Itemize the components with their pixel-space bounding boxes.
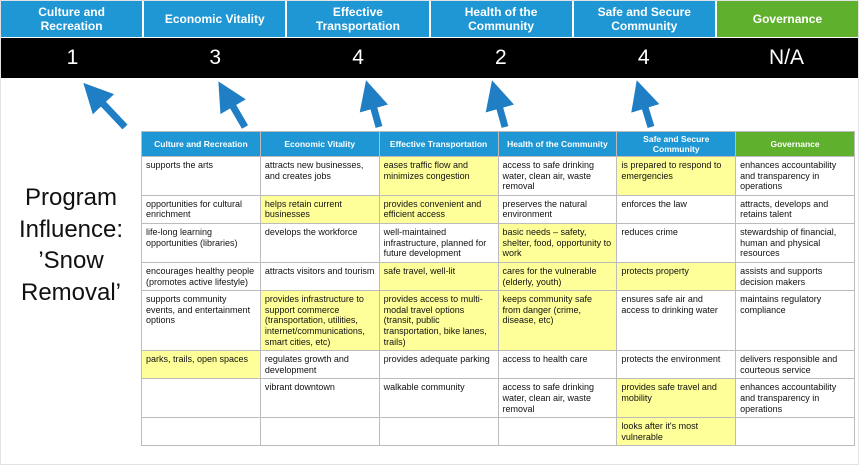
- column-header: Culture and Recreation: [142, 132, 260, 157]
- table-cell: [142, 418, 260, 446]
- pillar-economic-vitality: Economic Vitality: [144, 1, 286, 37]
- table-cell: provides convenient and efficient access: [379, 195, 498, 224]
- column-header: Health of the Community: [498, 132, 617, 157]
- table-cell: access to safe drinking water, clean air…: [498, 379, 617, 418]
- table-cell: attracts new businesses, and creates job…: [260, 157, 379, 195]
- table-cell: provides access to multi-modal travel op…: [379, 291, 498, 351]
- up-arrow-icon: [485, 80, 515, 128]
- table-cell: cares for the vulnerable (elderly, youth…: [498, 262, 617, 291]
- up-arrow-icon: [83, 82, 128, 130]
- program-title: Program Influence: ’Snow Removal’: [18, 184, 124, 307]
- table-cell: encourages healthy people (promotes acti…: [142, 262, 260, 291]
- table-cell: regulates growth and development: [260, 351, 379, 379]
- score-governance: N/A: [769, 46, 805, 69]
- main-area: Program Influence: ’Snow Removal’ Cultur…: [1, 130, 858, 464]
- column-header: Effective Transportation: [379, 132, 498, 157]
- score-safe-secure-community: 4: [637, 46, 650, 69]
- table-cell: is prepared to respond to emergencies: [617, 157, 736, 195]
- table-cell: helps retain current businesses: [260, 195, 379, 224]
- score-health-of-community: 2: [495, 46, 507, 69]
- table-cell: ensures safe air and access to drinking …: [617, 291, 736, 351]
- table-cell: supports community events, and entertain…: [142, 291, 260, 351]
- up-arrow-icon: [631, 80, 660, 129]
- table-cell: [142, 379, 260, 418]
- table-cell: safe travel, well-lit: [379, 262, 498, 291]
- table-cell: enforces the law: [617, 195, 736, 224]
- score-culture-recreation: 1: [66, 46, 79, 69]
- score-economic-vitality: 3: [209, 46, 222, 69]
- column-header: Economic Vitality: [260, 132, 379, 157]
- table-cell: stewardship of financial, human and phys…: [736, 224, 854, 262]
- table-cell: maintains regulatory compliance: [736, 291, 854, 351]
- table-cell: assists and supports decision makers: [736, 262, 854, 291]
- table-cell: enhances accountability and transparency…: [736, 157, 854, 195]
- pillar-header-row: Culture and Recreation Economic Vitality…: [1, 1, 858, 37]
- table-cell: provides infrastructure to support comme…: [260, 291, 379, 351]
- table-cell: parks, trails, open spaces: [142, 351, 260, 379]
- table-cell: [498, 418, 617, 446]
- table-cell: eases traffic flow and minimizes congest…: [379, 157, 498, 195]
- table-cell: [260, 418, 379, 446]
- table-cell: protects property: [617, 262, 736, 291]
- table-cell: walkable community: [379, 379, 498, 418]
- table-cell: preserves the natural environment: [498, 195, 617, 224]
- table-cell: keeps community safe from danger (crime,…: [498, 291, 617, 351]
- table-cell: develops the workforce: [260, 224, 379, 262]
- column-header: Governance: [736, 132, 854, 157]
- table-cell: vibrant downtown: [260, 379, 379, 418]
- up-arrow-icon: [359, 80, 389, 128]
- table-cell: protects the environment: [617, 351, 736, 379]
- score-row: 1 3 4 2 4 N/A: [1, 38, 858, 78]
- table-cell: supports the arts: [142, 157, 260, 195]
- table-cell: [379, 418, 498, 446]
- table-cell: opportunities for cultural enrichment: [142, 195, 260, 224]
- score-effective-transportation: 4: [352, 46, 364, 69]
- table-cell: attracts, develops and retains talent: [736, 195, 854, 224]
- table-cell: delivers responsible and courteous servi…: [736, 351, 854, 379]
- column-header: Safe and Secure Community: [617, 132, 736, 157]
- table-cell: well-maintained infrastructure, planned …: [379, 224, 498, 262]
- up-arrow-icon: [218, 81, 249, 129]
- table-cell: access to health care: [498, 351, 617, 379]
- table-cell: provides adequate parking: [379, 351, 498, 379]
- table-cell: life-long learning opportunities (librar…: [142, 224, 260, 262]
- pillar-effective-transportation: Effective Transportation: [287, 1, 429, 37]
- table-cell: enhances accountability and transparency…: [736, 379, 854, 418]
- score-arrows: [83, 80, 660, 130]
- pillar-culture-recreation: Culture and Recreation: [1, 1, 143, 37]
- pillar-governance: Governance: [716, 1, 858, 37]
- table-cell: attracts visitors and tourism: [260, 262, 379, 291]
- influence-table: Culture and Recreation Economic Vitality E…: [141, 131, 855, 447]
- table-cell: provides safe travel and mobility: [617, 379, 736, 418]
- table-cell: reduces crime: [617, 224, 736, 262]
- table-cell: basic needs – safety, shelter, food, opp…: [498, 224, 617, 262]
- pillar-health-of-community: Health of the Community: [430, 1, 572, 37]
- table-cell: [736, 418, 854, 446]
- pillar-safe-secure-community: Safe and Secure Community: [573, 1, 715, 37]
- table-cell: access to safe drinking water, clean air…: [498, 157, 617, 195]
- table-cell: looks after it's most vulnerable: [617, 418, 736, 446]
